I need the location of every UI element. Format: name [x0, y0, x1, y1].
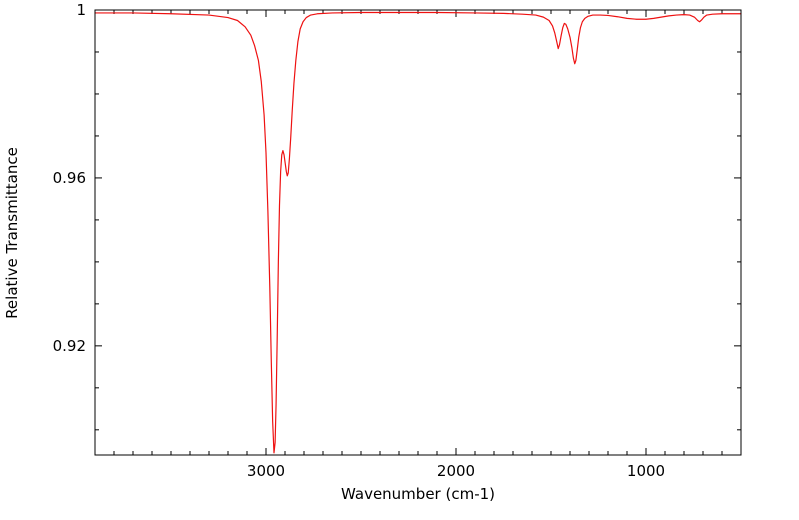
spectrum-line	[94, 11, 742, 454]
tick-labels: 3000 2000 1000 1 0.96 0.92	[53, 1, 666, 480]
y-tick-label: 0.96	[53, 169, 86, 187]
x-tick-label: 3000	[247, 462, 285, 480]
x-axis-title: Wavenumber (cm-1)	[341, 485, 495, 503]
major-ticks	[95, 9, 741, 455]
y-tick-label: 1	[76, 1, 86, 19]
y-axis-title: Relative Transmittance	[3, 147, 21, 319]
x-tick-label: 1000	[627, 462, 665, 480]
spectrum-curve	[94, 11, 742, 454]
plot-frame	[94, 9, 742, 456]
x-tick-label: 2000	[437, 462, 475, 480]
y-tick-label: 0.92	[53, 337, 86, 355]
plot-border	[94, 9, 742, 456]
minor-ticks	[95, 10, 741, 455]
